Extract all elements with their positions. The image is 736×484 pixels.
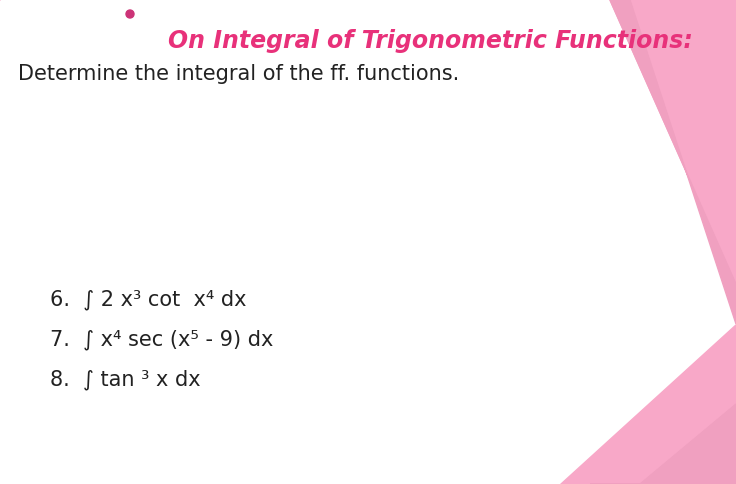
Polygon shape xyxy=(0,0,5,28)
Polygon shape xyxy=(590,404,736,484)
Polygon shape xyxy=(560,324,736,484)
Text: 8.  ∫ tan ³ x dx: 8. ∫ tan ³ x dx xyxy=(50,369,201,390)
Text: Determine the integral of the ff. functions.: Determine the integral of the ff. functi… xyxy=(18,64,459,84)
Text: On Integral of Trigonometric Functions:: On Integral of Trigonometric Functions: xyxy=(168,29,693,53)
Polygon shape xyxy=(660,0,736,104)
Polygon shape xyxy=(610,0,736,284)
Text: 7.  ∫ x⁴ sec (x⁵ - 9) dx: 7. ∫ x⁴ sec (x⁵ - 9) dx xyxy=(50,329,273,349)
Text: 6.  ∫ 2 x³ cot  x⁴ dx: 6. ∫ 2 x³ cot x⁴ dx xyxy=(50,289,247,310)
Circle shape xyxy=(126,10,134,18)
Polygon shape xyxy=(610,0,736,324)
